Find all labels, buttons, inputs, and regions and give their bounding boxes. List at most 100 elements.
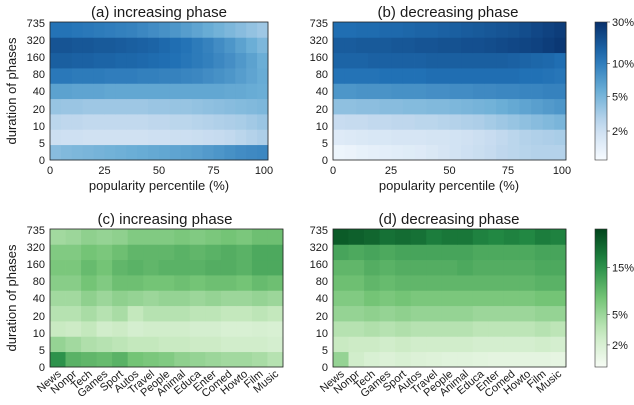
heatmap-cell: [224, 114, 236, 130]
heatmap-cell: [484, 114, 497, 130]
heatmap-cell: [379, 336, 396, 353]
panel-a-frame: [49, 21, 269, 161]
heatmap-cell: [115, 68, 127, 84]
heatmap-cell: [507, 144, 520, 161]
heatmap-cell: [531, 114, 544, 130]
heatmap-cell: [82, 68, 94, 84]
panel-a: (a) increasing phase 0 5 10 20 40 80 160…: [4, 4, 273, 193]
heatmap-cell: [379, 37, 392, 54]
heatmap-cell: [104, 83, 116, 100]
heatmap-cell: [391, 114, 404, 130]
heatmap-cell: [257, 98, 269, 115]
heatmap-cell: [112, 244, 129, 261]
heatmap-cell: [143, 275, 160, 291]
heatmap-cell: [50, 114, 62, 130]
heatmap-cell: [112, 351, 129, 368]
heatmap-cell: [180, 114, 193, 130]
heatmap-cell: [496, 68, 509, 84]
heatmap-cell: [449, 83, 462, 100]
heatmap-cell: [472, 22, 485, 38]
heatmap-cell: [96, 229, 113, 245]
heatmap-cell: [519, 275, 536, 291]
heatmap-cell: [191, 52, 203, 69]
heatmap-cell: [348, 244, 365, 261]
heatmap-cell: [441, 275, 458, 291]
heatmap-cell: [534, 305, 551, 322]
heatmap-cell: [484, 68, 497, 84]
heatmap-cell: [542, 114, 555, 130]
y-tick-label: 40: [316, 293, 328, 305]
heatmap-cell: [367, 68, 380, 84]
heatmap-cell: [71, 37, 84, 54]
heatmap-cell: [356, 68, 369, 84]
heatmap-cell: [169, 98, 182, 115]
heatmap-cell: [414, 37, 427, 54]
heatmap-cell: [235, 22, 247, 38]
heatmap-cell: [554, 129, 567, 146]
heatmap-cell: [367, 52, 380, 69]
heatmap-cell: [205, 305, 222, 322]
heatmap-cell: [148, 37, 160, 54]
heatmap-cell: [395, 244, 412, 261]
heatmap-cell: [426, 305, 443, 322]
heatmap-cell: [426, 83, 439, 100]
heatmap-cell: [550, 336, 567, 353]
heatmap-cell: [65, 351, 82, 368]
heatmap-cell: [364, 305, 380, 322]
heatmap-cell: [251, 244, 268, 261]
heatmap-cell: [224, 129, 236, 146]
heatmap-cell: [550, 290, 567, 307]
heatmap-cell: [50, 68, 62, 84]
heatmap-cell: [224, 98, 236, 115]
heatmap-cell: [391, 98, 404, 115]
heatmap-cell: [550, 259, 567, 276]
heatmap-cell: [496, 144, 509, 161]
y-tick-label: 160: [310, 52, 328, 64]
heatmap-cell: [159, 68, 171, 84]
heatmap-cell: [488, 290, 505, 307]
heatmap-cell: [457, 290, 474, 307]
heatmap-cell: [426, 22, 439, 38]
heatmap-cell: [367, 144, 380, 161]
heatmap-cell: [414, 98, 427, 115]
heatmap-cell: [437, 37, 450, 54]
heatmap-cell: [180, 37, 193, 54]
heatmap-cell: [159, 22, 171, 38]
heatmap-cell: [472, 37, 485, 54]
heatmap-cell: [484, 22, 497, 38]
panel-b-frame: [332, 21, 567, 161]
heatmap-cell: [344, 83, 357, 100]
heatmap-cell: [356, 83, 369, 100]
heatmap-cell: [246, 68, 258, 84]
heatmap-cell: [344, 129, 357, 146]
panel-c-y-axis-label: duration of phases: [4, 244, 19, 351]
heatmap-cell: [104, 22, 116, 38]
heatmap-cell: [364, 229, 380, 245]
heatmap-cell: [104, 129, 116, 146]
panel-a-cells: [50, 22, 269, 161]
x-tick-label: 100: [255, 165, 273, 177]
heatmap-cell: [457, 305, 474, 322]
heatmap-cell: [191, 129, 203, 146]
heatmap-cell: [236, 275, 253, 291]
heatmap-cell: [333, 144, 346, 161]
heatmap-cell: [224, 144, 236, 161]
heatmap-cell: [236, 229, 253, 245]
heatmap-cell: [235, 129, 247, 146]
heatmap-cell: [414, 114, 427, 130]
heatmap-cell: [251, 229, 268, 245]
heatmap-cell: [71, 129, 84, 146]
heatmap-cell: [550, 229, 567, 245]
heatmap-cell: [251, 336, 268, 353]
heatmap-cell: [104, 52, 116, 69]
heatmap-cell: [437, 52, 450, 69]
heatmap-cell: [472, 98, 485, 115]
heatmap-cell: [82, 129, 94, 146]
heatmap-cell: [143, 229, 160, 245]
y-tick-label: 735: [27, 18, 45, 30]
heatmap-cell: [267, 290, 284, 307]
heatmap-cell: [202, 114, 214, 130]
heatmap-cell: [519, 129, 532, 146]
heatmap-cell: [550, 305, 567, 322]
heatmap-cell: [236, 321, 253, 337]
